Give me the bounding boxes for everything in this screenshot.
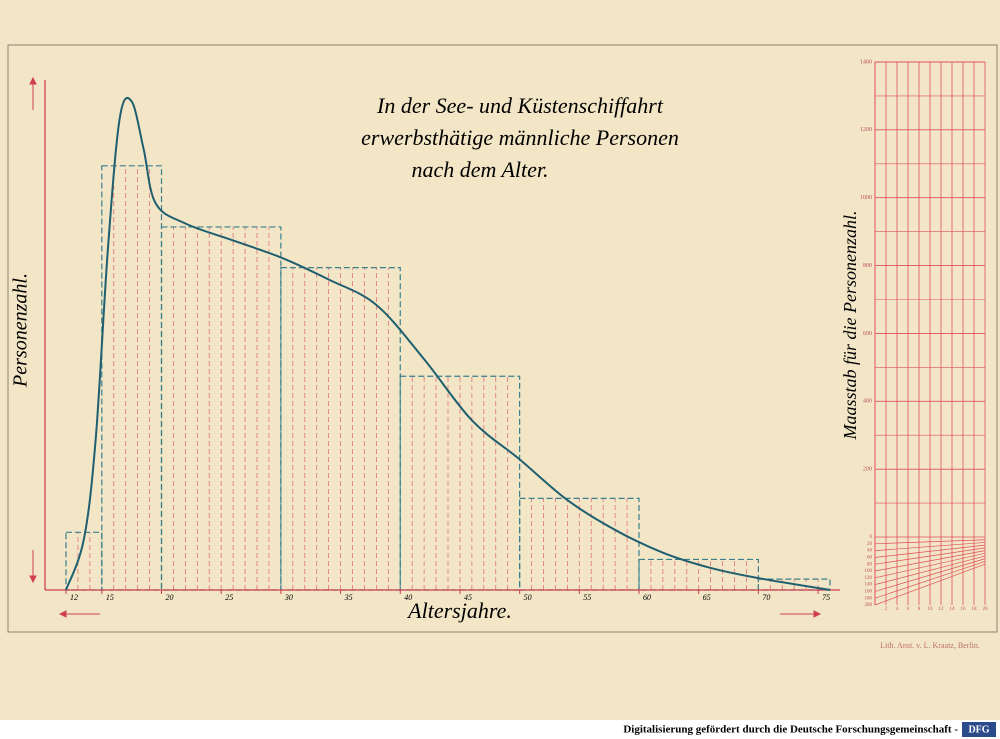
title-line: erwerbsthätige männliche Personen (361, 125, 679, 150)
paper (0, 0, 1000, 720)
sub-grid-line (874, 547, 986, 565)
sub-grid-line (874, 542, 986, 551)
sub-grid-line (874, 558, 986, 592)
credit: Lith. Anst. v. L. Kraatz, Berlin. (880, 641, 980, 650)
y-axis-label: Personenzahl. (10, 273, 32, 388)
sub-grid-line (874, 550, 986, 572)
sub-y-label: 100 (865, 569, 873, 574)
sub-y-label: 80 (867, 562, 873, 567)
y-tick-label: 800 (863, 263, 872, 269)
title-line: nach dem Alter. (411, 157, 548, 182)
y-tick-label: 1200 (860, 127, 872, 133)
x-tick-label: 60 (643, 593, 651, 602)
sub-x-label: 14 (950, 607, 956, 612)
y-tick-label: 400 (863, 399, 872, 405)
sub-x-label: 16 (961, 607, 967, 612)
scale-label: Maasstab für die Personenzahl. (840, 211, 860, 441)
y-tick-label: 200 (863, 467, 872, 473)
title-line: In der See- und Küstenschiffahrt (376, 93, 664, 118)
sub-grid-line (874, 544, 986, 558)
sub-grid-line (874, 561, 986, 599)
y-tick-label: 600 (863, 331, 872, 337)
sub-x-label: 2 (885, 607, 888, 612)
curve (65, 96, 831, 591)
sub-y-label: 140 (865, 583, 873, 588)
x-tick-label: 50 (524, 593, 532, 602)
x-tick-label: 30 (284, 593, 293, 602)
x-tick-label: 40 (404, 593, 412, 602)
sub-x-label: 8 (918, 607, 921, 612)
y-tick-label: 1000 (860, 195, 872, 201)
sub-x-label: 10 (928, 607, 934, 612)
x-tick-label: 55 (583, 593, 591, 602)
sub-x-label: 18 (972, 607, 978, 612)
sub-grid-line (874, 563, 986, 606)
x-tick-label: 20 (166, 593, 174, 602)
sub-grid-line (874, 539, 986, 545)
sub-y-label: 0 (870, 535, 873, 540)
sub-grid-line (874, 555, 986, 585)
sub-grid-line (874, 552, 986, 579)
x-axis-label: Altersjahre. (406, 598, 512, 623)
sub-x-label: 12 (939, 607, 945, 612)
sub-y-label: 20 (867, 542, 873, 547)
x-tick-label: 12 (70, 593, 78, 602)
sub-y-label: 200 (865, 603, 873, 608)
logo-box (962, 722, 996, 737)
x-tick-label: 25 (225, 593, 233, 602)
logo: DFG (968, 724, 989, 735)
sub-y-label: 180 (865, 596, 873, 601)
sub-y-label: 120 (865, 576, 873, 581)
sub-x-label: 6 (907, 607, 910, 612)
x-tick-label: 75 (822, 593, 830, 602)
frame (7, 44, 998, 633)
footer-text: Digitalisierung gefördert durch die Deut… (623, 724, 958, 736)
x-tick-label: 35 (344, 593, 353, 602)
y-tick-label: 1400 (860, 59, 872, 65)
sub-y-label: 40 (867, 549, 873, 554)
x-tick-label: 15 (106, 593, 114, 602)
sub-y-label: 160 (865, 590, 873, 595)
sub-y-label: 60 (867, 556, 873, 561)
x-tick-label: 45 (464, 593, 472, 602)
x-tick-label: 70 (762, 593, 770, 602)
arrows (29, 76, 822, 618)
x-tick-label: 65 (703, 593, 711, 602)
sub-x-label: 4 (896, 607, 899, 612)
sub-x-label: 20 (983, 607, 989, 612)
footer-bar (0, 720, 1000, 739)
